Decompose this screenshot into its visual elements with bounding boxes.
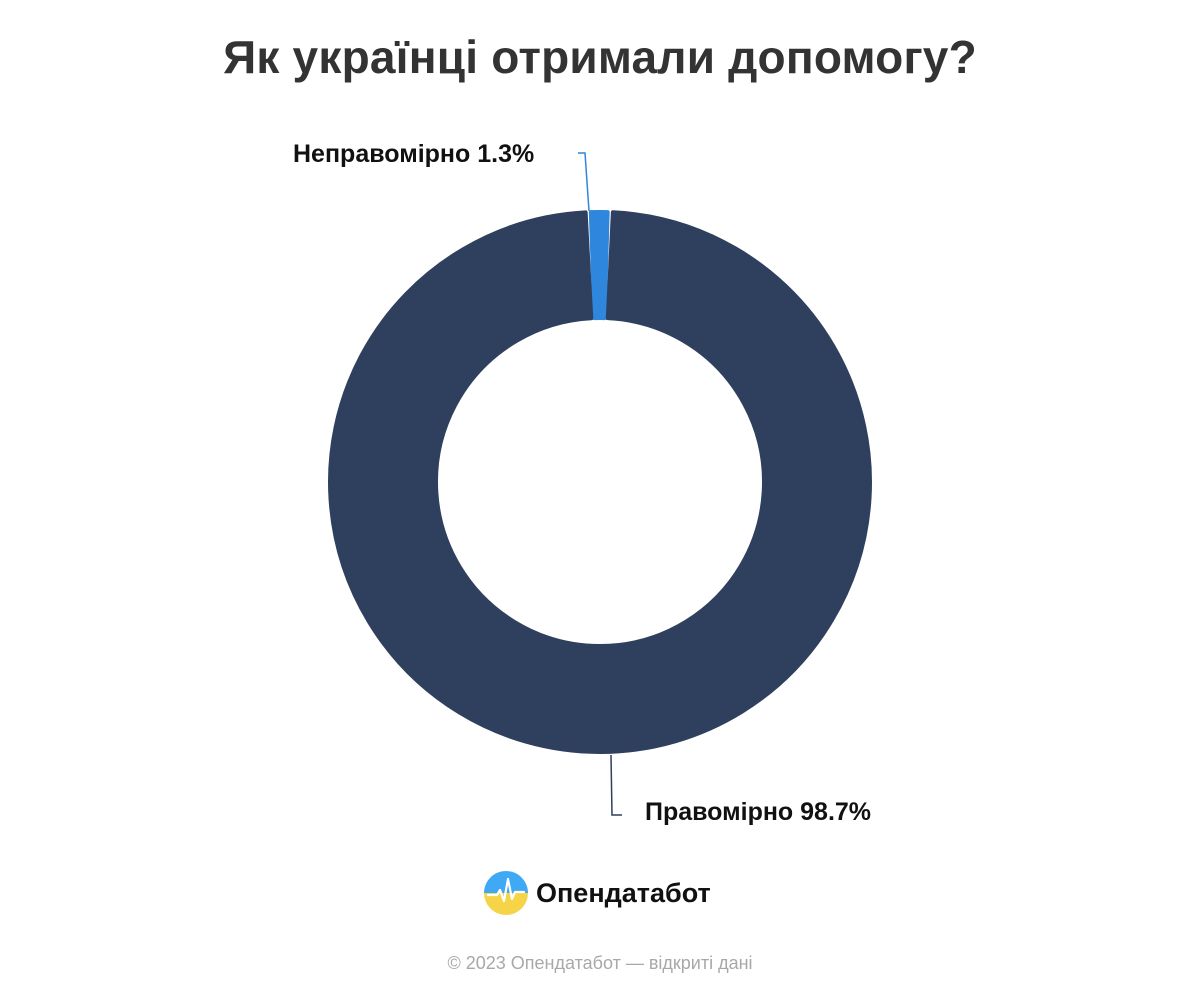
slice-label-lawful: Правомірно 98.7% (645, 798, 872, 826)
donut-slice-unlawful (588, 210, 610, 321)
chart-title: Як українці отримали допомогу? (223, 31, 977, 83)
brand-name: Опендатабот (536, 877, 711, 908)
brand-block: Опендатабот (484, 870, 711, 916)
leader-line-unlawful (578, 152, 590, 212)
slice-label-unlawful: Неправомірно 1.3% (293, 140, 535, 168)
footer-copyright: © 2023 Опендатабот — відкриті дані (447, 953, 753, 973)
donut-slice-lawful (328, 210, 872, 754)
opendatabot-logo-icon (484, 871, 528, 915)
leader-line-lawful (610, 754, 622, 816)
